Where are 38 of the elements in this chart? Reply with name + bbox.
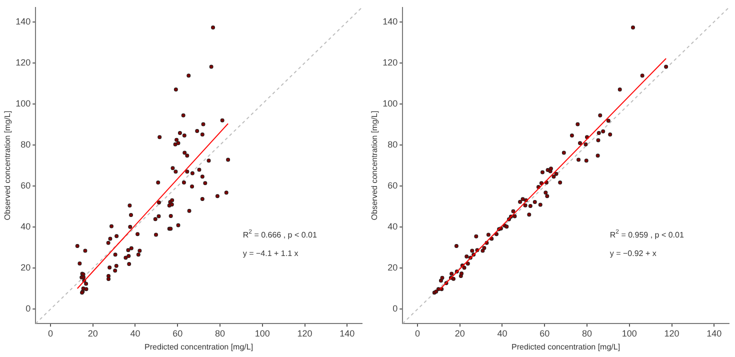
y-tick-label: 40 [20, 222, 31, 232]
x-tick-label: 100 [622, 328, 637, 338]
annotation: y = −0.92 + x [610, 249, 656, 258]
y-tick-label: 80 [20, 139, 31, 150]
x-tick-label: 0 [48, 328, 53, 338]
x-tick-label: 140 [340, 328, 355, 338]
x-axis-title: Predicted concentration [mg/L] [512, 342, 620, 352]
y-tick-label: 0 [26, 304, 31, 314]
y-tick-label: 0 [392, 304, 398, 314]
x-tick-label: 100 [254, 328, 270, 338]
x-tick-label: 80 [582, 328, 592, 338]
y-tick-label: 20 [20, 262, 31, 273]
y-tick-label: 60 [388, 180, 398, 191]
y-tick-label: 120 [16, 57, 31, 68]
x-axis-title: Predicted concentration [mg/L] [144, 342, 254, 352]
x-tick-label: 20 [88, 328, 98, 338]
x-tick-label: 20 [454, 328, 465, 338]
y-axis-title: Observed concentration [mg/L] [3, 110, 12, 220]
x-tick-label: 60 [540, 328, 550, 338]
x-tick-label: 40 [497, 328, 508, 338]
y-tick-label: 120 [382, 57, 398, 68]
x-tick-label: 60 [172, 328, 183, 338]
y-tick-label: 40 [388, 222, 398, 232]
y-tick-label: 20 [388, 262, 398, 273]
y-tick-label: 100 [382, 98, 398, 108]
x-tick-label: 40 [130, 328, 140, 338]
x-tick-label: 0 [414, 328, 420, 338]
y-tick-label: 100 [16, 98, 31, 108]
y-tick-label: 60 [20, 180, 31, 191]
x-tick-label: 140 [706, 328, 722, 338]
x-tick-label: 120 [297, 328, 312, 338]
annotation: y = −4.1 + 1.1 x [242, 249, 298, 258]
y-tick-label: 80 [388, 139, 398, 150]
y-tick-label: 140 [382, 16, 398, 26]
y-tick-label: 140 [16, 16, 31, 26]
y-axis-title: Observed concentration [mg/L] [370, 110, 380, 220]
x-tick-label: 120 [664, 328, 680, 338]
x-tick-label: 80 [214, 328, 226, 338]
